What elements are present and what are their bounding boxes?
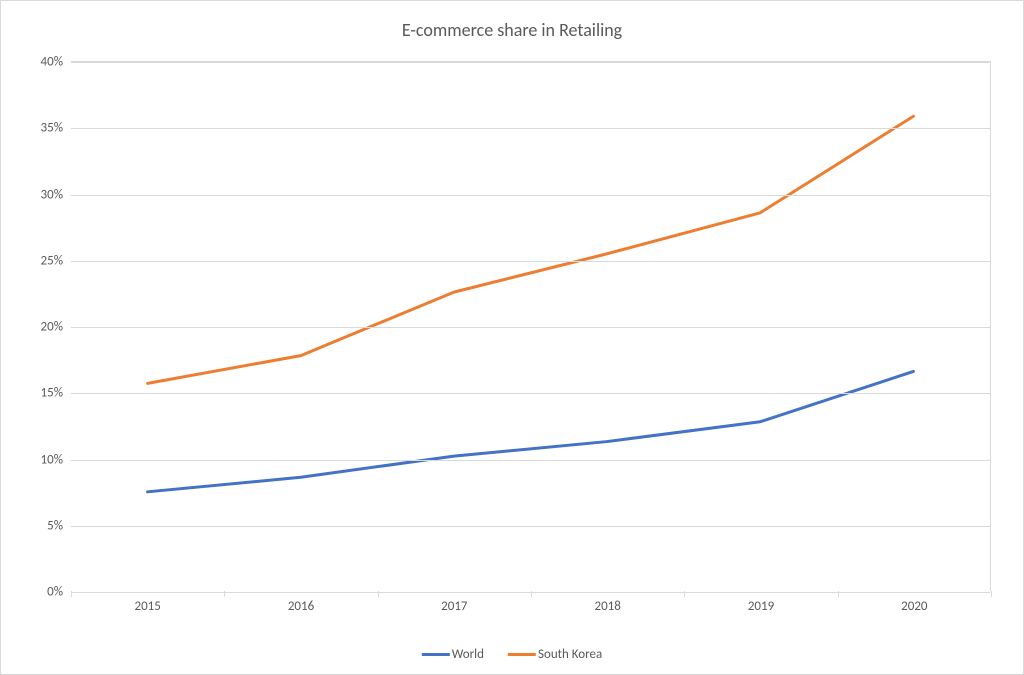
legend: World South Korea bbox=[422, 647, 602, 662]
series-line-0 bbox=[148, 371, 914, 491]
chart-container: E-commerce share in Retailing 0%5%10%15%… bbox=[0, 0, 1024, 675]
x-axis-label: 2016 bbox=[288, 591, 314, 614]
gridline bbox=[71, 327, 990, 328]
x-tick bbox=[224, 591, 225, 597]
x-axis-label: 2020 bbox=[901, 591, 927, 614]
gridline bbox=[71, 195, 990, 196]
plot-area: 0%5%10%15%20%25%30%35%40%201520162017201… bbox=[71, 61, 991, 591]
gridline bbox=[71, 128, 990, 129]
legend-item: South Korea bbox=[508, 647, 602, 662]
legend-item: World bbox=[422, 647, 484, 662]
y-axis-label: 40% bbox=[41, 55, 71, 70]
gridline bbox=[71, 62, 990, 63]
gridline bbox=[71, 393, 990, 394]
gridline bbox=[71, 261, 990, 262]
y-axis-label: 30% bbox=[41, 187, 71, 202]
gridline bbox=[71, 460, 990, 461]
x-tick bbox=[71, 591, 72, 597]
legend-swatch bbox=[422, 653, 450, 656]
series-line-1 bbox=[148, 116, 914, 383]
x-tick bbox=[838, 591, 839, 597]
legend-label: South Korea bbox=[538, 647, 602, 662]
x-axis-label: 2017 bbox=[441, 591, 467, 614]
y-axis-label: 5% bbox=[47, 518, 71, 533]
x-tick bbox=[531, 591, 532, 597]
x-axis-label: 2019 bbox=[748, 591, 774, 614]
y-axis-label: 0% bbox=[47, 585, 71, 600]
y-axis-label: 15% bbox=[41, 386, 71, 401]
x-tick bbox=[991, 591, 992, 597]
x-axis-label: 2018 bbox=[594, 591, 620, 614]
x-tick bbox=[378, 591, 379, 597]
x-axis-label: 2015 bbox=[134, 591, 160, 614]
chart-title: E-commerce share in Retailing bbox=[11, 19, 1013, 41]
y-axis-label: 35% bbox=[41, 121, 71, 136]
y-axis-label: 10% bbox=[41, 452, 71, 467]
x-tick bbox=[684, 591, 685, 597]
y-axis-label: 20% bbox=[41, 320, 71, 335]
legend-label: World bbox=[452, 647, 484, 662]
legend-swatch bbox=[508, 653, 536, 656]
gridline bbox=[71, 526, 990, 527]
y-axis-label: 25% bbox=[41, 253, 71, 268]
